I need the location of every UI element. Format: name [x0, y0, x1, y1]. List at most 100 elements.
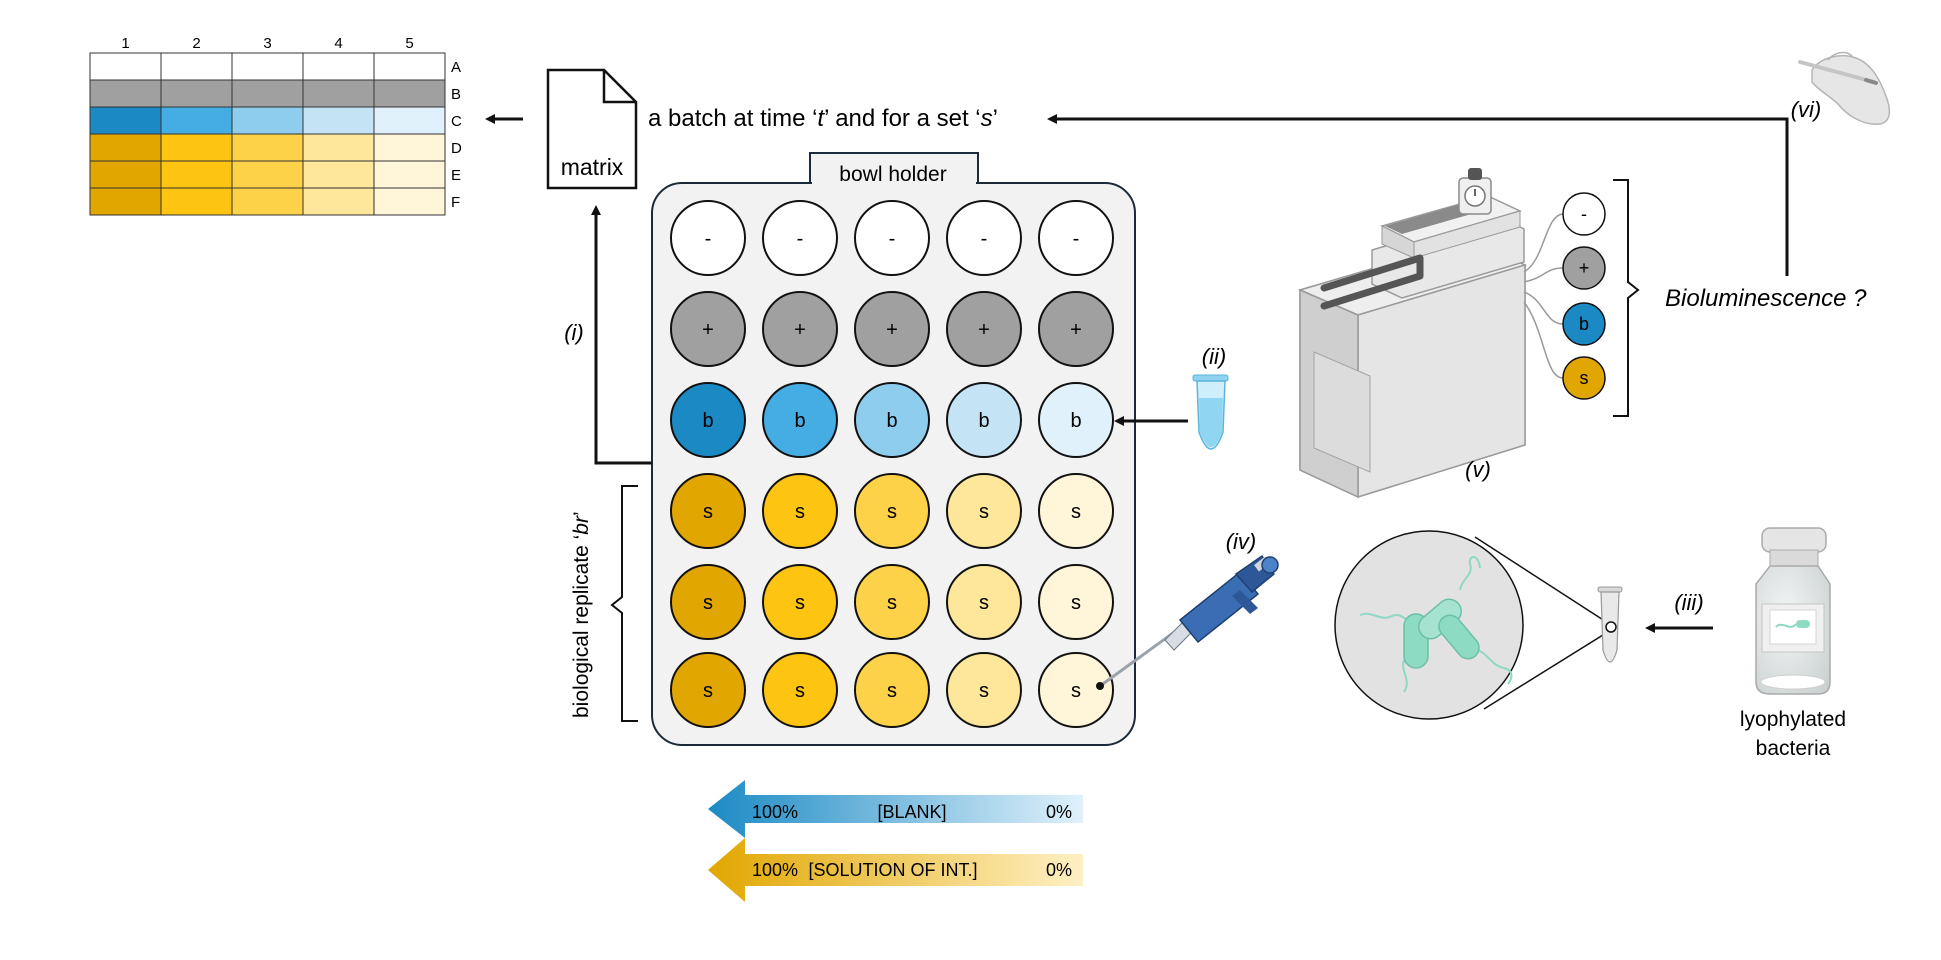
well-label: - [797, 228, 804, 250]
batch-label: a batch at time ‘t’ and for a set ‘s’ [648, 105, 998, 132]
well-circle [762, 473, 838, 549]
reader-legend-label: + [1579, 258, 1590, 278]
table-column-header: 3 [263, 35, 271, 52]
well: - [946, 200, 1022, 276]
well-circle [946, 382, 1022, 458]
well-circle [670, 200, 746, 276]
bowl-holder-label: bowl holder [839, 163, 946, 186]
table-cell [160, 79, 233, 108]
well-circle [946, 564, 1022, 640]
well-label: s [887, 592, 897, 614]
well: s [670, 564, 746, 640]
step-vi-label: (vi) [1791, 97, 1822, 122]
well-circle [946, 291, 1022, 367]
well-label: - [981, 228, 988, 250]
table-cell [89, 106, 162, 135]
replicate-label-br: br [570, 515, 593, 535]
table-cell [231, 133, 304, 162]
well: - [1038, 200, 1114, 276]
arrow-step-i [591, 205, 652, 465]
replicate-label-part2: ’ [570, 511, 593, 516]
well: + [946, 291, 1022, 367]
table-cell [302, 106, 375, 135]
replicate-label-part1: biological replicate ‘ [570, 535, 593, 718]
well: b [670, 382, 746, 458]
step-ii-label: (ii) [1202, 344, 1226, 369]
table-cell [373, 160, 446, 189]
solution-gradient-arrow [708, 838, 1083, 902]
well: + [762, 291, 838, 367]
well-label: b [794, 410, 805, 432]
well-label: s [1071, 680, 1081, 702]
well-circle [1038, 200, 1114, 276]
well-label: + [886, 319, 898, 341]
reader-legend-circle [1562, 302, 1606, 346]
reader-legend-circle [1562, 356, 1606, 400]
bioluminescence-label: Bioluminescence ? [1665, 285, 1867, 312]
table-cell [302, 187, 375, 216]
well-label: - [1073, 228, 1080, 250]
reader-legend-label: b [1579, 314, 1589, 334]
reader-legend-item: + [1562, 246, 1606, 290]
table-cell [89, 79, 162, 108]
table-cell [373, 133, 446, 162]
reader-legend-item: - [1562, 192, 1606, 236]
well-label: s [703, 592, 713, 614]
well-circle [762, 200, 838, 276]
well-circle [946, 200, 1022, 276]
lyophylated-label-line1: lyophylated [1740, 708, 1846, 731]
wells: - - - - - + + + + + b b b b b s s s s s s s s s s s s s s s [670, 200, 1114, 728]
well: - [854, 200, 930, 276]
table-cell [373, 106, 446, 135]
well: s [762, 652, 838, 728]
step-i-label: (i) [564, 320, 584, 345]
well-circle [762, 652, 838, 728]
well-label: s [887, 680, 897, 702]
table-cell [89, 52, 162, 81]
zoom-lines [1474, 536, 1612, 710]
well: s [1038, 473, 1114, 549]
well: - [762, 200, 838, 276]
table-cell [373, 79, 446, 108]
batch-label-part2: ’ and for a set ‘ [824, 105, 981, 132]
well-label: s [703, 680, 713, 702]
well: s [854, 473, 930, 549]
well-circle [854, 200, 930, 276]
table-column-header: 2 [192, 35, 200, 52]
well-circle [1038, 473, 1114, 549]
well: s [670, 473, 746, 549]
blank-gradient-right: 0% [1046, 802, 1072, 822]
well-label: b [886, 410, 897, 432]
blank-gradient-arrow [708, 780, 1083, 838]
vial-icon [1755, 527, 1831, 695]
well-circle [946, 473, 1022, 549]
well-label: - [705, 228, 712, 250]
well: b [1038, 382, 1114, 458]
table-cell [160, 52, 233, 81]
table-cell [231, 52, 304, 81]
table-row-header: C [451, 113, 462, 130]
matrix-label: matrix [561, 154, 624, 180]
well-label: s [979, 680, 989, 702]
pipette-icon [1096, 554, 1279, 690]
batch-label-s: s [981, 105, 993, 132]
well: + [854, 291, 930, 367]
well-circle [946, 652, 1022, 728]
replicate-label: biological replicate ‘br’ [570, 511, 593, 718]
table-cell [89, 160, 162, 189]
well: s [1038, 652, 1114, 728]
well: s [670, 652, 746, 728]
well-label: s [795, 680, 805, 702]
table-cell [373, 52, 446, 81]
well-label: + [702, 319, 714, 341]
batch-label-t: t [817, 105, 825, 132]
well-label: s [1071, 501, 1081, 523]
document-icon [546, 68, 638, 190]
well: b [946, 382, 1022, 458]
reader-legend-label: s [1580, 368, 1589, 388]
well-circle [762, 291, 838, 367]
well-circle [854, 473, 930, 549]
well-label: + [1070, 319, 1082, 341]
table-column-header: 1 [121, 35, 129, 52]
